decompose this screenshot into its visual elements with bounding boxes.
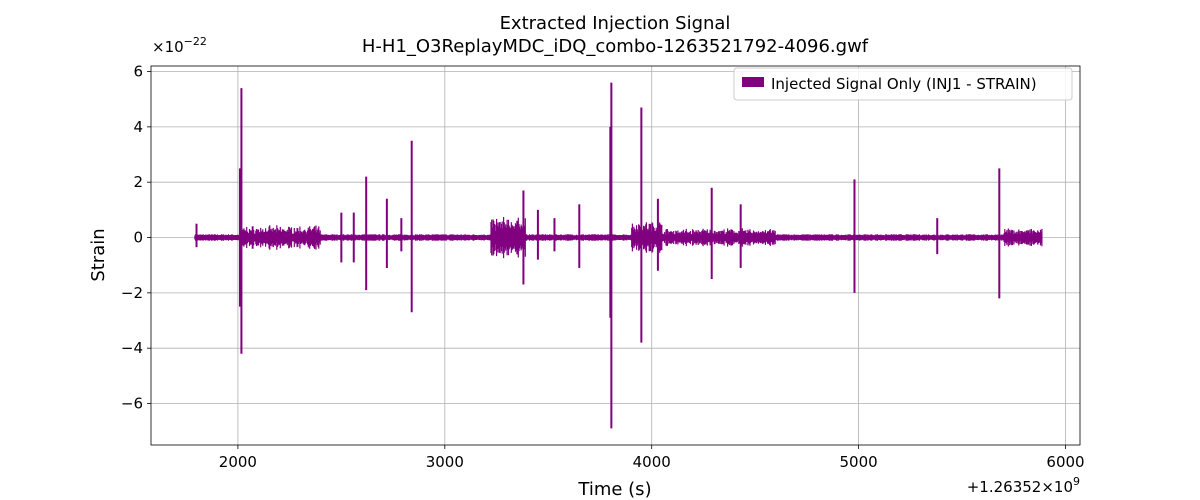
chart-title-line2: H-H1_O3ReplayMDC_iDQ_combo-1263521792-40… <box>362 36 869 57</box>
y-tick-label: −4 <box>121 339 143 357</box>
y-tick-label: 6 <box>133 63 143 81</box>
signal-noise-envelope <box>194 217 1043 259</box>
x-axis-ticks: 2000 3000 4000 5000 6000 <box>219 445 1085 471</box>
y-axis-label: Strain <box>88 228 109 281</box>
x-axis-offset: +1.26352×109 <box>967 475 1080 496</box>
x-axis-label: Time (s) <box>577 479 651 500</box>
plot-frame <box>150 65 1081 446</box>
y-axis-ticks: −6 −4 −2 0 2 4 6 <box>121 63 151 413</box>
x-tick-label: 3000 <box>426 453 464 471</box>
legend-entry-label: Injected Signal Only (INJ1 - STRAIN) <box>771 75 1037 93</box>
x-tick-label: 6000 <box>1046 453 1084 471</box>
x-tick-label: 4000 <box>633 453 671 471</box>
y-tick-label: 2 <box>133 173 143 191</box>
x-tick-label: 2000 <box>219 453 257 471</box>
chart-title-line1: Extracted Injection Signal <box>500 13 731 34</box>
legend-box <box>733 67 1073 101</box>
plot-area <box>194 82 1043 429</box>
y-tick-label: 0 <box>133 229 143 247</box>
grid-lines <box>151 66 1080 445</box>
x-tick-label: 5000 <box>840 453 878 471</box>
series-injected-signal <box>194 82 1043 429</box>
y-tick-label: −6 <box>121 395 143 413</box>
y-axis-multiplier: ×10−22 <box>152 35 207 56</box>
legend: Injected Signal Only (INJ1 - STRAIN) <box>733 67 1073 101</box>
y-tick-label: −2 <box>121 284 143 302</box>
legend-swatch <box>742 77 764 87</box>
y-tick-label: 4 <box>133 118 143 136</box>
